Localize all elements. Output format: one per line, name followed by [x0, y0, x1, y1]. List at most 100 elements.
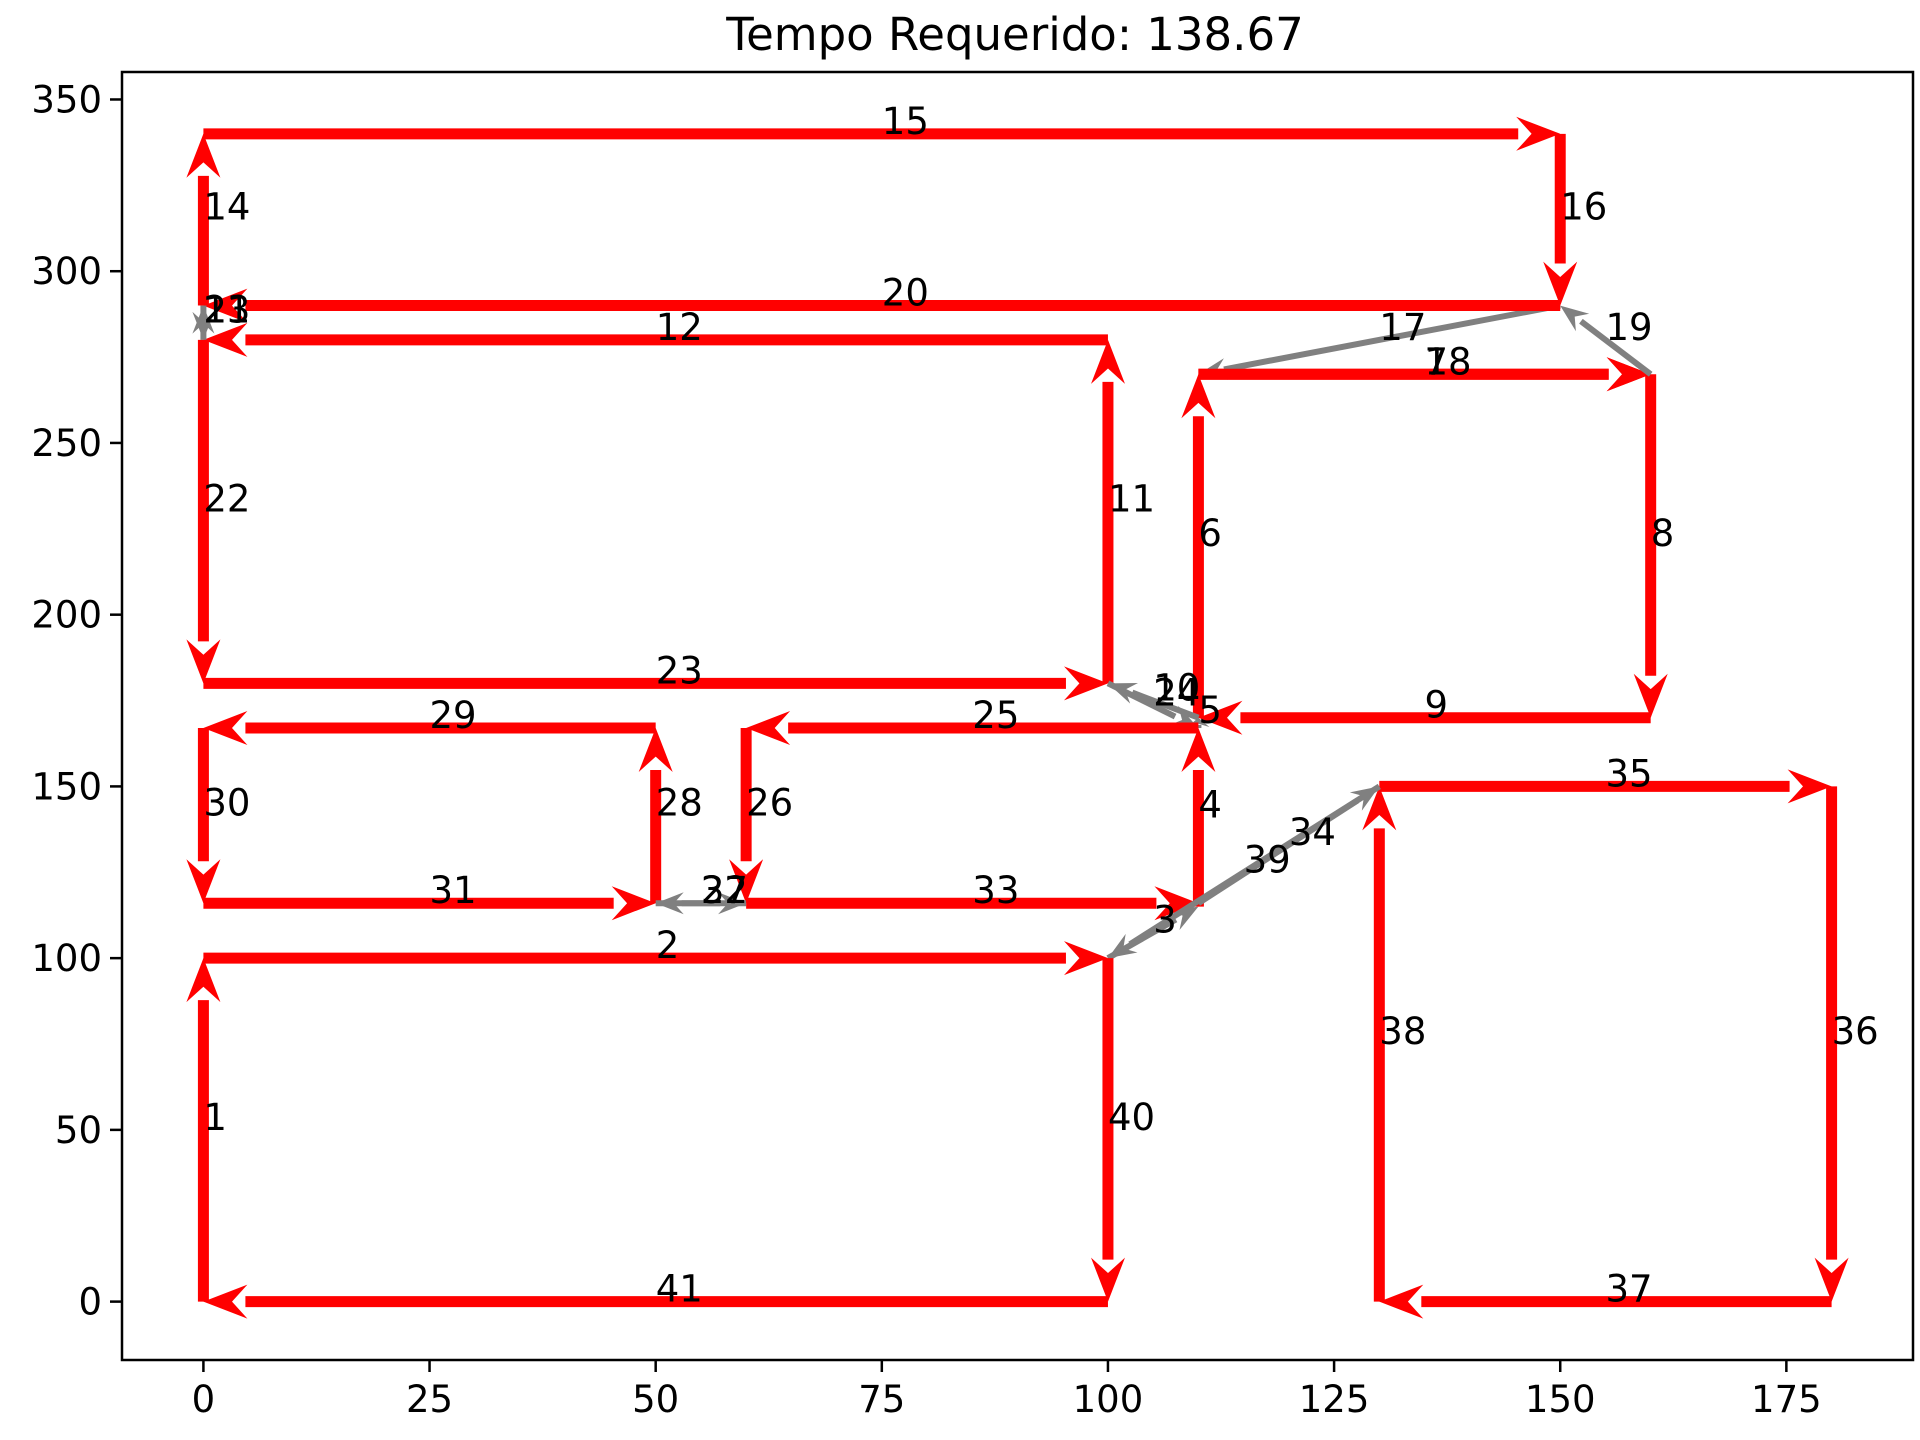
edge-arrowhead-36 — [1814, 1257, 1849, 1302]
edge-arrowhead-30 — [186, 859, 221, 904]
edge-label-32: 32 — [701, 869, 748, 912]
edge-arrowhead-32 — [718, 892, 747, 915]
edge-label-34: 34 — [1289, 811, 1336, 854]
edge-arrowhead-6 — [1181, 374, 1216, 419]
x-tick-label: 75 — [858, 1378, 905, 1421]
edge-arrowhead-26 — [729, 859, 764, 904]
edge-38 — [1362, 786, 1397, 1302]
edge-arrowhead-38 — [1362, 786, 1397, 831]
edge-arrowhead-8 — [1633, 673, 1668, 718]
edge-label-13: 13 — [203, 289, 250, 332]
y-tick-label: 350 — [31, 78, 102, 121]
edge-label-26: 26 — [746, 782, 793, 825]
edge-arrowhead-24 — [1168, 705, 1199, 728]
edge-label-1: 1 — [203, 1096, 227, 1139]
edge-12 — [203, 322, 1108, 357]
edge-label-24: 24 — [1153, 672, 1200, 715]
edge-33 — [746, 886, 1199, 921]
edge-label-36: 36 — [1832, 1010, 1879, 1053]
edge-arrowhead-25 — [746, 711, 791, 745]
edge-line-10 — [1131, 689, 1200, 721]
edge-arrowhead-40 — [1091, 1257, 1125, 1302]
y-tick-label: 250 — [31, 422, 102, 465]
edge-label-37: 37 — [1606, 1268, 1653, 1311]
edge-label-27: 27 — [701, 869, 748, 912]
edge-2 — [203, 941, 1108, 976]
edge-32 — [655, 892, 747, 915]
edge-14 — [186, 133, 221, 306]
edge-6 — [1181, 374, 1216, 718]
edge-label-29: 29 — [430, 694, 477, 737]
edge-41 — [203, 1284, 1108, 1319]
x-tick-label: 125 — [1299, 1378, 1370, 1421]
edge-label-35: 35 — [1606, 752, 1653, 795]
edge-arrowhead-23 — [1064, 666, 1108, 701]
edge-arrowhead-39 — [1108, 933, 1138, 959]
x-tick-label: 150 — [1525, 1378, 1596, 1421]
edge-arrowhead-41 — [203, 1284, 248, 1319]
x-tick-label: 50 — [632, 1378, 679, 1421]
edge-line-39 — [1128, 783, 1381, 947]
edge-21 — [192, 305, 215, 340]
y-tick-label: 0 — [78, 1281, 102, 1324]
edge-22 — [186, 339, 221, 684]
edge-label-7: 7 — [1425, 340, 1449, 383]
edge-label-20: 20 — [882, 272, 929, 315]
edge-label-30: 30 — [203, 782, 250, 825]
edge-layer — [186, 116, 1849, 1319]
edge-label-3: 3 — [1153, 898, 1177, 941]
y-tick-label: 200 — [31, 594, 102, 637]
edge-arrowhead-35 — [1787, 769, 1832, 804]
edge-4 — [1181, 728, 1216, 907]
edge-label-8: 8 — [1651, 512, 1675, 555]
edge-label-25: 25 — [972, 694, 1019, 737]
edge-arrowhead-2 — [1064, 941, 1108, 976]
edge-8 — [1633, 374, 1668, 718]
edge-label-23: 23 — [656, 649, 703, 692]
edge-37 — [1379, 1284, 1832, 1319]
edge-arrowhead-16 — [1543, 261, 1578, 306]
edge-label-5: 5 — [1198, 689, 1222, 732]
edge-arrowhead-20 — [203, 288, 248, 323]
edge-30 — [186, 728, 221, 904]
edge-arrowhead-12 — [203, 322, 248, 357]
edge-arrowhead-18 — [1606, 357, 1651, 392]
edge-19 — [1560, 305, 1653, 377]
edge-label-18: 18 — [1425, 340, 1472, 383]
edge-arrowhead-33 — [1154, 886, 1199, 921]
edge-20 — [203, 288, 1561, 323]
edge-line-17 — [1223, 302, 1561, 373]
edge-15 — [203, 116, 1561, 151]
edge-label-38: 38 — [1379, 1010, 1426, 1053]
x-tick-label: 100 — [1073, 1378, 1144, 1421]
chart-title: Tempo Requerido: 138.67 — [725, 8, 1304, 61]
edge-arrowhead-22 — [186, 639, 221, 684]
edge-1 — [186, 958, 221, 1302]
edge-label-40: 40 — [1108, 1096, 1155, 1139]
edge-label-4: 4 — [1198, 783, 1222, 826]
edge-label-11: 11 — [1108, 478, 1155, 521]
edge-40 — [1091, 958, 1125, 1302]
edge-label-19: 19 — [1606, 306, 1653, 349]
edge-35 — [1379, 769, 1832, 804]
edge-label-10: 10 — [1153, 667, 1200, 710]
edge-26 — [729, 728, 764, 904]
x-tick-label: 175 — [1751, 1378, 1822, 1421]
edge-arrowhead-31 — [611, 886, 656, 921]
edge-label-2: 2 — [656, 924, 680, 967]
edge-23 — [203, 666, 1108, 701]
edge-label-21: 21 — [203, 289, 250, 332]
edge-arrowhead-29 — [203, 711, 248, 745]
edge-18 — [1198, 357, 1651, 392]
edge-label-6: 6 — [1198, 512, 1222, 555]
y-tick-label: 300 — [31, 250, 102, 293]
edge-label-31: 31 — [430, 869, 477, 912]
edge-label-12: 12 — [656, 306, 703, 349]
y-tick-label: 100 — [31, 937, 102, 980]
edge-line-24 — [1106, 680, 1177, 720]
edge-11 — [1091, 339, 1125, 684]
edge-label-9: 9 — [1425, 684, 1449, 727]
edge-28 — [638, 728, 673, 904]
plot-frame — [120, 70, 1915, 1362]
